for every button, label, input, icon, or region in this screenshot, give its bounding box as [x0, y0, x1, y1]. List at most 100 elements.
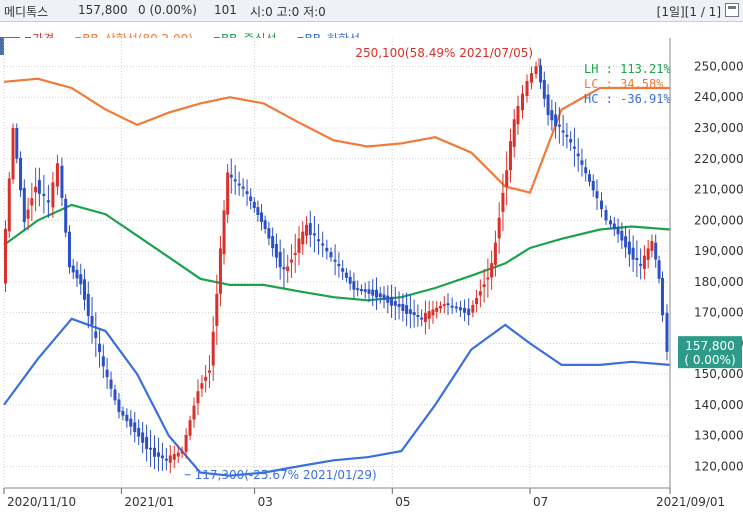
price-candle — [572, 146, 576, 149]
price-candle — [639, 263, 643, 266]
price-candle — [624, 236, 628, 248]
high-annotation: 250,100(58.49% 2021/07/05) — [355, 46, 533, 60]
price-candle — [98, 343, 102, 353]
price-candle — [188, 420, 192, 436]
x-tick-label: 07 — [533, 495, 548, 509]
price-candle — [352, 281, 356, 290]
price-candle — [486, 277, 490, 280]
price-candle — [79, 274, 83, 285]
price-candle — [539, 65, 543, 83]
price-candle — [200, 383, 204, 389]
y-tick-label: 210,000 — [694, 183, 743, 197]
price-candle — [305, 224, 309, 236]
price-candle — [554, 114, 558, 127]
price-candle — [271, 236, 275, 249]
price-candle — [249, 196, 253, 202]
price-candle — [600, 200, 604, 210]
price-candle — [229, 174, 233, 178]
y-tick-label: 250,000 — [694, 59, 743, 73]
price-candle — [620, 230, 624, 241]
price-candle — [11, 128, 15, 180]
hc-readout: HC : -36.91% — [584, 92, 671, 106]
price-candle — [393, 301, 397, 306]
price-candle — [595, 191, 599, 199]
last-price-label: 157,800 — [685, 339, 735, 353]
price-candle — [642, 255, 646, 269]
price-candle — [196, 391, 200, 404]
ohlc-readout: 시:0 고:0 저:0 — [250, 5, 326, 19]
price-candle — [534, 66, 538, 74]
price-candle — [317, 239, 321, 242]
price-candle — [153, 447, 157, 457]
price-candle — [375, 289, 379, 298]
price-candle — [30, 198, 34, 206]
price-candle — [356, 288, 360, 291]
price-candle — [505, 170, 509, 187]
price-candle — [67, 231, 71, 268]
price-candle — [660, 277, 664, 316]
price-candle — [420, 317, 424, 320]
price-candle — [207, 370, 211, 373]
price-candle — [55, 163, 59, 187]
price-candle — [561, 130, 565, 133]
price-candle — [51, 182, 55, 208]
price-candle — [282, 267, 286, 270]
price-candle — [497, 217, 501, 239]
pager[interactable]: [1일][1 / 1] — [656, 5, 721, 19]
price-candle — [405, 305, 409, 314]
price-candle — [604, 210, 608, 221]
price-candle — [371, 289, 375, 296]
price-candle — [252, 201, 256, 208]
price-candle — [256, 207, 260, 215]
price-candle — [482, 284, 486, 288]
y-tick-label: 120,000 — [694, 459, 743, 473]
price-candle — [363, 289, 367, 292]
price-candle — [233, 179, 237, 182]
price-candles — [4, 58, 669, 474]
price-candle — [160, 455, 164, 459]
price-candle — [42, 193, 46, 196]
price-candle — [627, 241, 631, 255]
price-candle — [341, 268, 345, 272]
price-candle — [19, 157, 23, 191]
window-minimize-button[interactable] — [725, 3, 739, 17]
price-candle — [565, 134, 569, 137]
price-candle — [654, 242, 658, 260]
price-candle — [218, 248, 222, 294]
price-candle — [542, 79, 546, 99]
y-axis: 250,000 240,000 230,000 220,000 210,000 200,0… — [669, 38, 743, 488]
price-candle — [665, 312, 669, 352]
price-candle — [408, 309, 412, 314]
price-candle — [390, 296, 394, 306]
price-candle — [478, 291, 482, 296]
volume: 101 — [214, 3, 237, 17]
price-candle — [501, 192, 505, 212]
price-candle — [616, 226, 620, 235]
price-candle — [569, 139, 573, 143]
price-candle — [325, 247, 329, 252]
price-candle — [635, 258, 639, 261]
price-candle — [141, 432, 145, 443]
price-candle — [180, 451, 184, 454]
last-change-label: ( 0.00%) — [684, 353, 735, 367]
price-candle — [237, 183, 241, 186]
price-candle — [301, 231, 305, 245]
price-candle — [109, 379, 113, 389]
low-annotation: 117,300(-25.67% 2021/01/29) — [195, 468, 377, 482]
y-tick-label: 140,000 — [694, 398, 743, 412]
price-candle — [397, 303, 401, 307]
price-candle — [129, 418, 133, 427]
price-candle — [245, 191, 249, 195]
price-candle — [657, 260, 661, 279]
price-candle — [286, 266, 290, 271]
price-candle — [378, 293, 382, 298]
price-candle — [587, 174, 591, 182]
band-line-upper — [3, 77, 670, 194]
price-candle — [15, 128, 19, 159]
x-tick-label: 2021/01 — [124, 495, 174, 509]
price-candle — [293, 252, 297, 255]
price-candle — [192, 405, 196, 420]
price-candle — [211, 331, 215, 366]
price-change: 0 (0.00%) — [138, 3, 197, 17]
